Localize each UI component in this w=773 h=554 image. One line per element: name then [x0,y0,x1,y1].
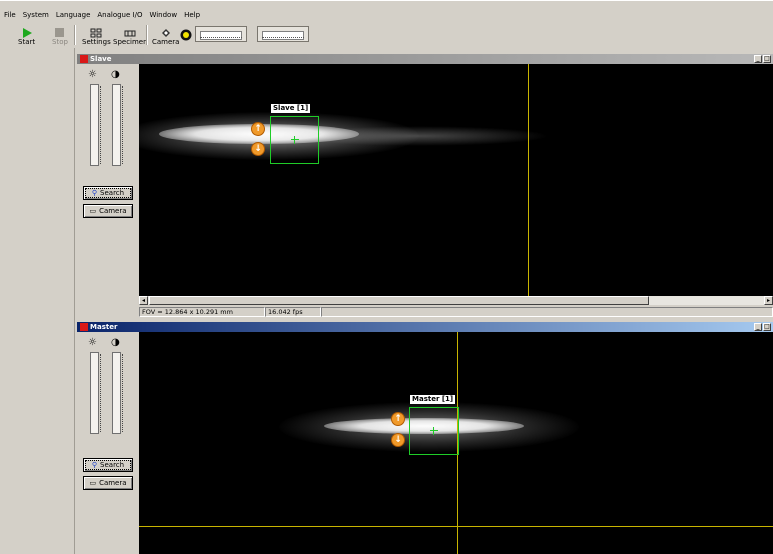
slave-camera-view[interactable]: Slave [1] ↑ ↓ [139,64,773,296]
menu-help[interactable]: Help [184,11,201,19]
slave-title-bar[interactable]: Slave _ □ [77,54,773,64]
scroll-left-icon[interactable]: ◂ [139,296,148,305]
scroll-right-icon[interactable]: ▸ [764,296,773,305]
slave-camera-button[interactable]: ▭ Camera [83,204,133,218]
menu-bar: File System Language Analogue I/O Window… [0,8,773,22]
contrast-icon: ◑ [111,337,120,348]
start-label: Start [18,38,36,46]
master-camera-view[interactable]: Master [1] ↑ ↓ [139,332,773,554]
contrast-slider[interactable] [112,352,121,434]
contrast-icon: ◑ [111,69,120,80]
binoculars-icon: ⚲ [91,461,98,469]
master-controls: ☼ ◑ ⚲ Search ▭ Camera [77,332,139,554]
camera-switch-button[interactable]: Camera [152,24,179,46]
slave-crosshair-vertical [528,64,529,296]
camera-switch-label: Camera [152,38,180,46]
specimen-label: Specimen [113,38,148,46]
master-camera-label: Camera [99,479,127,487]
maximize-button[interactable]: □ [763,323,771,331]
master-search-label: Search [100,461,125,469]
brightness-icon: ☼ [88,69,97,80]
brightness-icon: ☼ [88,337,97,348]
slave-horizontal-scrollbar[interactable]: ◂ ▸ [139,296,773,305]
stop-icon [55,27,65,38]
fov-readout: FOV = 12.864 x 10.291 mm [139,307,265,317]
slave-up-marker[interactable]: ↑ [251,122,265,136]
minimize-button[interactable]: _ [754,323,762,331]
menu-system[interactable]: System [22,11,49,19]
gain-slider[interactable] [257,26,309,42]
slave-controls: ☼ ◑ ⚲ Search ▭ Camera [77,64,139,296]
specimen-button[interactable]: Specimen [113,24,148,46]
settings-icon [90,27,102,38]
master-camera-button[interactable]: ▭ Camera [83,476,133,490]
close-icon[interactable] [80,55,88,63]
maximize-button[interactable]: □ [763,55,771,63]
minimize-button[interactable]: _ [754,55,762,63]
start-button[interactable]: Start [18,24,35,46]
light-icon [180,29,192,41]
master-window: Master _ □ ☼ ◑ ⚲ Search ▭ Camera Master … [77,322,773,554]
master-crosshair-vertical [457,332,458,554]
light-button[interactable] [180,24,192,46]
settings-label: Settings [82,38,111,46]
slave-search-button[interactable]: ⚲ Search [83,186,133,200]
slave-window: Slave _ □ ☼ ◑ ⚲ Search ▭ Camera Slave [1… [77,54,773,318]
master-down-marker[interactable]: ↓ [391,433,405,447]
contrast-slider[interactable] [112,84,121,166]
slave-camera-label: Camera [99,207,127,215]
brightness-slider[interactable] [90,84,99,166]
menu-file[interactable]: File [4,11,16,19]
menu-analogue-io[interactable]: Analogue I/O [97,11,143,19]
left-panel [0,48,75,554]
master-search-button[interactable]: ⚲ Search [83,458,133,472]
camera-switch-icon [161,27,171,38]
camera-icon: ▭ [89,207,97,215]
master-crosshair-horizontal [139,526,773,527]
menu-language[interactable]: Language [55,11,91,19]
slave-roi-box[interactable] [270,116,319,164]
specimen-icon [124,27,136,38]
slave-down-marker[interactable]: ↓ [251,142,265,156]
master-roi-label: Master [1] [410,395,456,404]
slave-roi-label: Slave [1] [271,104,311,113]
toolbar: Start Stop Settings Specimen Camera [0,22,773,48]
scroll-thumb[interactable] [149,296,649,305]
slave-search-label: Search [100,189,125,197]
close-icon[interactable] [80,323,88,331]
stop-label: Stop [52,38,68,46]
master-title-bar[interactable]: Master _ □ [77,322,773,332]
slave-status-bar: FOV = 12.864 x 10.291 mm 16.042 fps [139,307,773,317]
menu-window[interactable]: Window [149,11,178,19]
exposure-slider[interactable] [195,26,247,42]
stop-button[interactable]: Stop [52,24,68,46]
binoculars-icon: ⚲ [91,189,98,197]
camera-icon: ▭ [89,479,97,487]
slave-title: Slave [90,55,112,63]
master-up-marker[interactable]: ↑ [391,412,405,426]
settings-button[interactable]: Settings [82,24,111,46]
brightness-slider[interactable] [90,352,99,434]
play-icon [22,27,32,38]
master-roi-box[interactable] [409,407,459,455]
fps-readout: 16.042 fps [265,307,321,317]
master-title: Master [90,323,118,331]
